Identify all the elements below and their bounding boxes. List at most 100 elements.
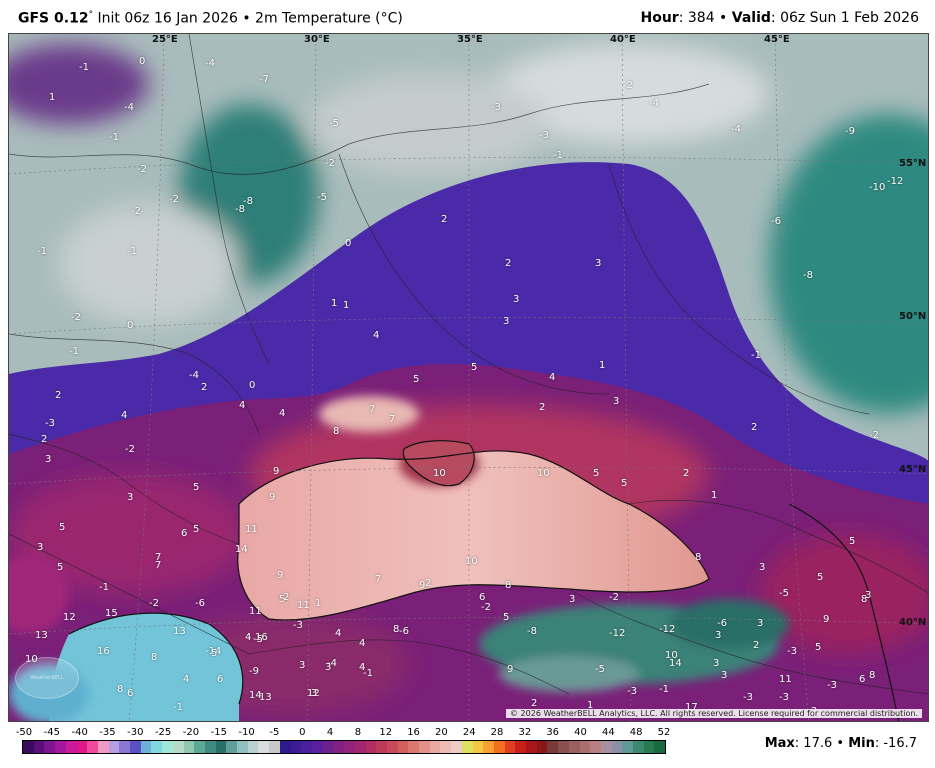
temperature-label: -1 (659, 684, 669, 695)
temperature-map[interactable]: 25°E 30°E 35°E 40°E 45°E 55°N 50°N 45°N … (8, 33, 929, 722)
lon-label-35e: 35°E (457, 34, 483, 45)
temperature-field (9, 34, 928, 721)
max-label: Max (764, 736, 795, 751)
colorbar-swatch (365, 741, 377, 753)
temperature-label: 15 (105, 608, 118, 619)
temperature-label: 12 (307, 688, 320, 699)
temperature-label: 5 (817, 572, 824, 583)
colorbar-swatch (290, 741, 302, 753)
colorbar-swatch (226, 741, 238, 753)
temperature-label: 0 (139, 56, 146, 67)
temperature-label: 5 (471, 362, 478, 373)
colorbar-tick: 8 (354, 727, 362, 738)
colorbar-tick: 48 (629, 727, 643, 738)
colorbar-swatch (440, 741, 452, 753)
temperature-label: 3 (865, 590, 872, 601)
temperature-label: 5 (815, 642, 822, 653)
temperature-label: 8 (505, 580, 512, 591)
temperature-label: -4 (731, 124, 741, 135)
temperature-label: -4 (189, 370, 199, 381)
temperature-label: 10 (537, 468, 550, 479)
temperature-label: -4 (327, 658, 337, 669)
country-borders (9, 34, 928, 695)
colorbar-swatch (151, 741, 163, 753)
temperature-label: 3 (757, 618, 764, 629)
anatolia-cold (479, 599, 789, 692)
colorbar-swatch (622, 741, 634, 753)
colorbar-tick: -10 (238, 727, 255, 738)
colorbar-swatch (504, 741, 516, 753)
colorbar-tick: 28 (490, 727, 504, 738)
temperature-label: -3 (539, 130, 549, 141)
temperature-label: 1 (49, 92, 56, 103)
temperature-label: 0 (127, 320, 134, 331)
temperature-label: 13 (173, 626, 186, 637)
colorbar-swatch (130, 741, 141, 753)
temperature-label: 4 (239, 400, 246, 411)
temperature-label: 8 (695, 552, 702, 563)
temperature-label: -1 (127, 246, 137, 257)
temperature-label: 4 (279, 408, 286, 419)
temperature-label: 4 (121, 410, 128, 421)
temperature-label: -8 (243, 196, 253, 207)
temperature-label: 8 (151, 652, 158, 663)
temperature-label: 4 (549, 372, 556, 383)
temperature-label: -7 (259, 74, 269, 85)
temperature-label: -2 (169, 194, 179, 205)
temperature-label: 14 (669, 658, 682, 669)
temperature-label: 4 (245, 632, 252, 643)
colorbar-tick: -45 (43, 727, 60, 738)
temperature-label: 2 (683, 468, 690, 479)
temperature-label: -2 (137, 164, 147, 175)
temperature-label: -3 (787, 646, 797, 657)
temperature-label: -1 (553, 150, 563, 161)
temperature-label: 3 (595, 258, 602, 269)
temperature-label: 7 (389, 414, 396, 425)
temperature-label: -2 (609, 592, 619, 603)
temperature-label: 6 (217, 674, 224, 685)
min-label: Min (848, 736, 875, 751)
colorbar-swatch (65, 741, 77, 753)
colorbar-tick: 36 (546, 727, 560, 738)
colorbar-swatch (269, 741, 280, 753)
temperature-label: 4 (359, 638, 366, 649)
temperature-label: 13 (35, 630, 48, 641)
valid-label: Valid (731, 10, 771, 26)
colorbar-tick: 16 (407, 727, 420, 738)
colorbar-swatch (108, 741, 120, 753)
temperature-label: 4 (373, 330, 380, 341)
valid-value: : 06z Sun 1 Feb 2026 (770, 10, 919, 26)
colorbar-swatch (344, 741, 355, 753)
temperature-label: 8 (117, 684, 124, 695)
temperature-label: 1 (599, 360, 606, 371)
colorbar-swatch (333, 741, 345, 753)
temperature-label: 5 (211, 648, 218, 659)
temperature-label: -10 (869, 182, 886, 193)
temperature-label: 4 (335, 628, 342, 639)
temperature-label: 1 (587, 700, 594, 711)
temperature-label: -12 (609, 628, 626, 639)
temperature-label: 2 (41, 434, 48, 445)
temperature-label: 9 (269, 492, 276, 503)
temperature-colorbar (22, 740, 666, 754)
temperature-label: 7 (369, 404, 376, 415)
lon-label-40e: 40°E (610, 34, 636, 45)
colorbar-tick: 24 (462, 727, 476, 738)
colorbar-swatch (87, 741, 98, 753)
temperature-label: 8 (861, 594, 868, 605)
colorbar-swatch (472, 741, 484, 753)
colorbar-swatch (633, 741, 644, 753)
temperature-label: -1 (99, 582, 109, 593)
temperature-label: -2 (623, 80, 633, 91)
temperature-label: 3 (45, 454, 52, 465)
colorbar-swatch (408, 741, 420, 753)
colorbar-swatch (547, 741, 559, 753)
colorbar-swatch (44, 741, 56, 753)
temperature-label: 5 (193, 524, 200, 535)
temperature-label: 3 (325, 662, 332, 673)
temperature-label: 2 (425, 578, 432, 589)
temperature-label: 3 (503, 316, 510, 327)
colorbar-swatch (451, 741, 462, 753)
colorbar-swatch (33, 741, 45, 753)
coastlines (68, 440, 900, 721)
